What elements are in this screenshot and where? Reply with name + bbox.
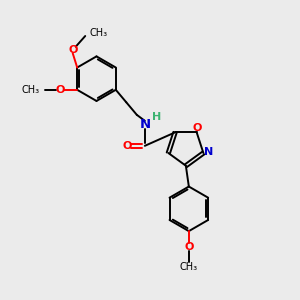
Text: O: O: [123, 141, 132, 151]
Text: CH₃: CH₃: [180, 262, 198, 272]
Text: CH₃: CH₃: [22, 85, 40, 95]
Text: O: O: [68, 45, 77, 55]
Text: N: N: [204, 147, 213, 158]
Text: N: N: [139, 118, 150, 131]
Text: H: H: [152, 112, 161, 122]
Text: CH₃: CH₃: [90, 28, 108, 38]
Text: O: O: [184, 242, 194, 252]
Text: O: O: [55, 85, 64, 95]
Text: O: O: [193, 123, 202, 133]
